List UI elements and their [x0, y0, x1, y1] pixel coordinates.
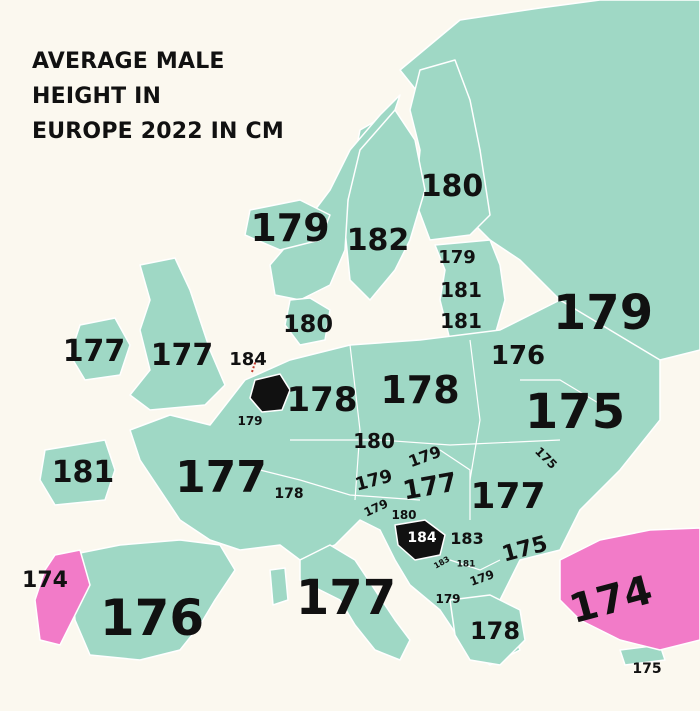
label-croatia: 180 [391, 508, 417, 522]
border-line [439, 449, 471, 520]
netherlands-region [249, 373, 291, 413]
border-line [449, 559, 501, 571]
iceland-region [244, 199, 331, 251]
label-kosovo: 181 [456, 559, 476, 570]
turkey-region [559, 527, 700, 651]
label-belgium: 179 [237, 414, 263, 428]
label-poland: 178 [380, 368, 460, 412]
label-iceland: 179 [250, 206, 330, 250]
ireland-region [69, 317, 131, 381]
sweden-region [344, 109, 426, 301]
label-ireland: 177 [62, 334, 126, 369]
finland-region [409, 59, 491, 241]
italy-region [299, 544, 411, 661]
corsica-region [39, 439, 116, 506]
label-germany: 178 [286, 380, 358, 420]
map-title: AVERAGE MALE HEIGHT IN EUROPE 2022 IN CM [32, 49, 284, 144]
label-ukraine: 175 [524, 384, 626, 440]
border-line [520, 379, 611, 411]
label-corsica: 181 [51, 455, 115, 490]
label-italy: 177 [295, 570, 397, 626]
label-greece: 178 [469, 617, 521, 645]
label-switzerland: 178 [274, 486, 304, 502]
label-netherlands: 184 [229, 349, 267, 370]
label-spain: 176 [99, 589, 205, 647]
uk-region [129, 257, 226, 411]
label-uk: 177 [150, 338, 214, 373]
label-france: 177 [175, 452, 267, 503]
portugal-region [34, 549, 91, 646]
greece-region [449, 594, 526, 666]
bosnia-region [394, 519, 446, 561]
label-serbia: 183 [450, 529, 484, 548]
label-denmark: 180 [282, 310, 334, 338]
label-russia: 179 [552, 285, 654, 341]
country-borders [259, 339, 611, 571]
label-albania: 179 [435, 592, 461, 606]
label-bosnia: 184 [407, 530, 437, 546]
spain-region [69, 539, 236, 661]
label-sweden: 182 [346, 223, 410, 258]
norway-region [269, 94, 401, 301]
label-cyprus: 175 [632, 661, 662, 677]
border-line [349, 344, 361, 501]
border-line [469, 339, 481, 481]
label-romania: 177 [470, 476, 546, 517]
label-belarus: 176 [490, 341, 546, 371]
denmark-region [284, 297, 331, 346]
label-estonia: 179 [438, 247, 476, 268]
land-layer [34, 0, 700, 666]
border-line [259, 469, 421, 501]
label-czechia: 180 [353, 429, 395, 453]
label-lithuania: 181 [440, 309, 482, 333]
label-latvia: 181 [440, 278, 482, 302]
island-region [269, 567, 289, 606]
label-finland: 180 [420, 169, 484, 204]
border-line [290, 439, 561, 446]
label-portugal: 174 [22, 568, 68, 593]
